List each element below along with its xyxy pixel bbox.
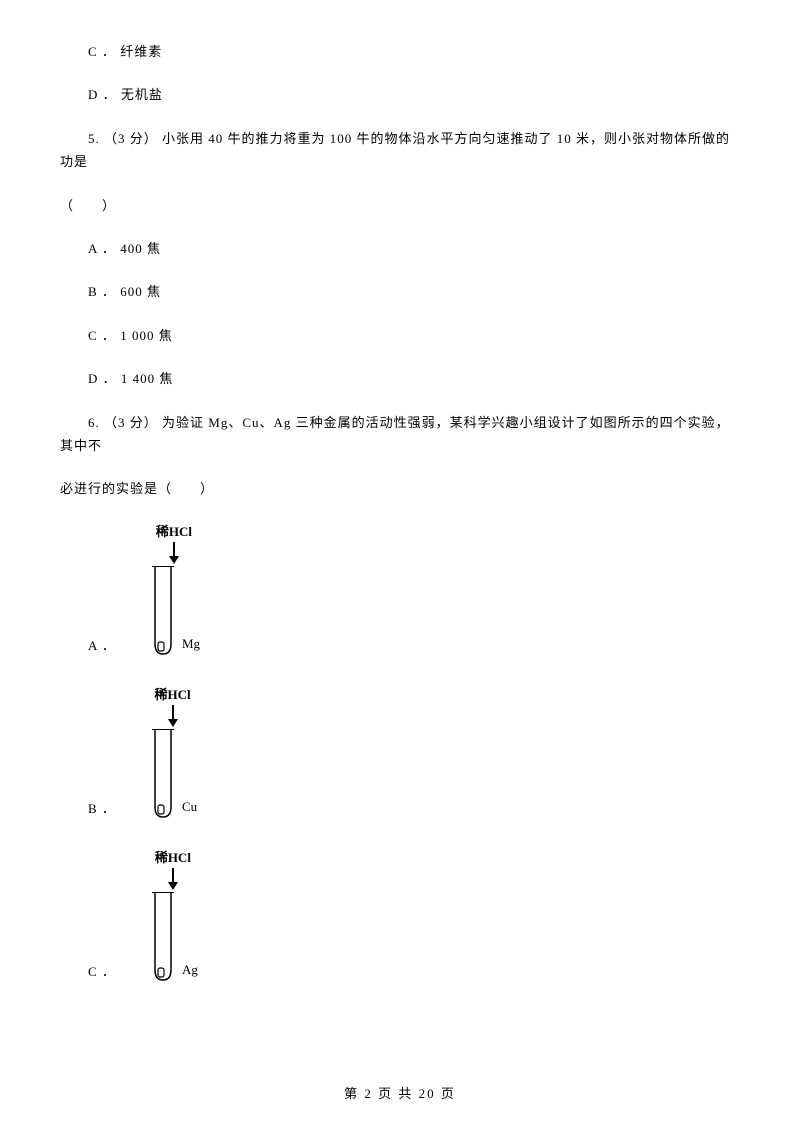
q6-stem1: 为验证 Mg、Cu、Ag 三种金属的活动性强弱，某科学兴趣小组设计了如图所示的四… [60, 415, 730, 453]
metal-label: Cu [182, 799, 197, 815]
test-tube-icon [148, 892, 178, 982]
option-text: 400 焦 [120, 241, 161, 256]
q6-num: 6. [88, 415, 100, 430]
page-footer: 第 2 页 共 20 页 [0, 1083, 800, 1102]
test-tube-icon [148, 566, 178, 656]
q5-option-b: B ． 600 焦 [88, 280, 740, 303]
metal-label: Ag [182, 962, 198, 978]
q6-stem-line2: 必进行的实验是（ ） [60, 477, 740, 500]
option-letter: A [88, 638, 98, 653]
q5-stem2: （ ） [60, 198, 116, 213]
q6-stem2: 必进行的实验是（ ） [60, 481, 214, 496]
option-letter: B [88, 284, 98, 299]
option-text: 无机盐 [121, 87, 163, 102]
sep: ． [102, 964, 116, 979]
top-label: 稀HCl [155, 847, 191, 866]
option-letter: C [88, 328, 98, 343]
q5-option-d: D ． 1 400 焦 [88, 367, 740, 390]
q6-option-c: 稀HCl Ag C ． [88, 847, 740, 982]
option-letter: B [88, 801, 98, 816]
sep: ． [103, 87, 117, 102]
option-letter: D [88, 87, 98, 102]
q6-stem-line1: 6. （3 分） 为验证 Mg、Cu、Ag 三种金属的活动性强弱，某科学兴趣小组… [60, 411, 740, 458]
q6-points: （3 分） [104, 415, 158, 430]
sep: ． [103, 371, 117, 386]
test-tube-icon [148, 729, 178, 819]
sep: ． [102, 801, 116, 816]
arrow-down-icon [167, 542, 181, 564]
top-label: 稀HCl [156, 521, 192, 540]
top-label: 稀HCl [154, 684, 190, 703]
q6-option-a: 稀HCl Mg A ． [88, 521, 740, 656]
q5-option-c: C ． 1 000 焦 [88, 324, 740, 347]
q5-stem-line2: （ ） [60, 194, 740, 217]
option-text: 600 焦 [120, 284, 161, 299]
sep: ． [102, 328, 116, 343]
arrow-down-icon [166, 868, 180, 890]
option-letter: A [88, 241, 98, 256]
sep: ． [102, 638, 116, 653]
prev-option-c: C ． 纤维素 [88, 40, 740, 63]
q5-option-a: A ． 400 焦 [88, 237, 740, 260]
option-text: 1 400 焦 [121, 371, 174, 386]
option-letter: C [88, 44, 98, 59]
option-text: 纤维素 [120, 44, 162, 59]
arrow-down-icon [166, 705, 180, 727]
option-letter: C [88, 964, 98, 979]
sep: ． [102, 284, 116, 299]
q6-option-b: 稀HCl Cu B ． [88, 684, 740, 819]
q5-stem1: 小张用 40 牛的推力将重为 100 牛的物体沿水平方向匀速推动了 10 米，则… [60, 131, 730, 169]
sep: ． [102, 44, 116, 59]
q5-points: （3 分） [104, 131, 158, 146]
sep: ． [102, 241, 116, 256]
metal-label: Mg [182, 636, 200, 652]
q5-num: 5. [88, 131, 100, 146]
option-text: 1 000 焦 [120, 328, 173, 343]
q5-stem-line1: 5. （3 分） 小张用 40 牛的推力将重为 100 牛的物体沿水平方向匀速推… [60, 127, 740, 174]
option-letter: D [88, 371, 98, 386]
prev-option-d: D ． 无机盐 [88, 83, 740, 106]
